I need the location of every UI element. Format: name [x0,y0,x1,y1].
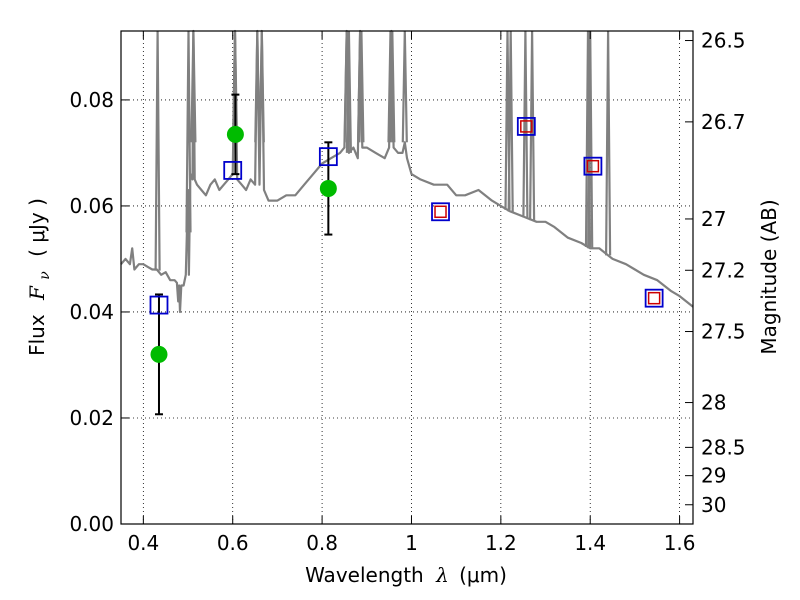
blue-square [223,161,243,180]
marker-series [149,93,664,416]
y2-tick-label: 26.7 [701,110,746,134]
x-tick-label: 1.6 [664,531,696,555]
x-tick-label: 1.4 [574,531,606,555]
blue-square [318,147,338,167]
y-tick-label: 0.00 [69,512,114,536]
blue-square [516,117,536,136]
y-tick-label: 0.06 [69,194,114,218]
green-point [319,179,337,197]
y2-tick-label: 26.5 [701,29,746,53]
red-square [647,291,661,305]
y-axis-title-subscript: ν [37,271,53,280]
green-point [150,345,168,363]
blue-square [583,156,603,176]
y-tick-label: 0.08 [69,88,114,112]
blue-square [149,295,169,315]
y-axis-title: Flux F ν ( μJy ) [25,198,54,356]
x-tick-label: 0.8 [306,531,338,555]
x-tick-label: 1 [405,531,418,555]
y-axis-title-symbol: F [25,285,49,301]
y2-tick-label: 27.2 [701,258,746,282]
x-axis-title-unit: (μm) [459,563,507,587]
y2-axis-title: Magnitude (AB) [757,199,781,354]
ticks: 0.4 0.6 0.8 1 1.2 1.4 1.6 0.00 0.02 0.04 0.06 0.08 2… [69,29,745,555]
blue-square [644,288,664,308]
y2-tick-label: 28.5 [701,435,746,459]
y-tick-label: 0.04 [69,300,114,324]
y2-tick-label: 28 [701,391,726,415]
y-tick-label: 0.02 [69,406,114,430]
y2-tick-label: 27.5 [701,320,746,344]
x-tick-label: 0.4 [127,531,159,555]
plot-frame [120,30,694,525]
x-axis-title-prefix: Wavelength [305,563,424,587]
grid [121,31,693,524]
blue-square [431,202,450,222]
red-square [434,205,447,219]
y2-tick-label: 27 [701,207,726,231]
y2-tick-label: 29 [701,464,726,488]
red-square [586,159,600,173]
x-axis-title: Wavelength λ (μm) [305,563,507,587]
y-axis-title-prefix: Flux [25,314,49,356]
x-axis-title-symbol: λ [435,563,449,587]
green-point [226,125,244,143]
y2-tick-label: 30 [701,493,726,517]
y-axis-title-unit: ( μJy ) [25,198,49,257]
x-tick-label: 1.2 [485,531,517,555]
x-tick-label: 0.6 [217,531,249,555]
red-square [520,120,533,133]
